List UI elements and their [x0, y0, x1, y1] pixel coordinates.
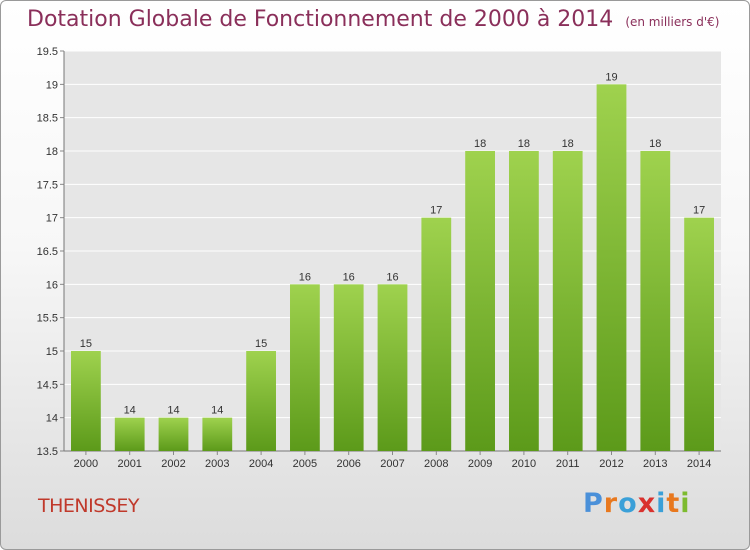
data-label-2006: 16 [343, 271, 355, 283]
data-label-2009: 18 [474, 138, 486, 150]
x-tick-label-2005: 2005 [293, 458, 317, 470]
data-label-2003: 14 [211, 405, 223, 417]
bar-2005 [290, 284, 320, 451]
x-tick-label-2004: 2004 [249, 458, 273, 470]
y-tick-label: 19.5 [37, 46, 58, 58]
place-name: THENISSEY [38, 495, 139, 517]
x-tick-label-2008: 2008 [424, 458, 448, 470]
y-tick-label: 18.5 [37, 113, 58, 125]
data-label-2013: 18 [649, 138, 661, 150]
bar-2008 [421, 217, 452, 451]
x-tick-label-2003: 2003 [205, 458, 229, 470]
data-label-2010: 18 [518, 138, 530, 150]
bar-2012 [596, 84, 627, 451]
data-label-2001: 14 [124, 405, 136, 417]
bar-2004 [246, 351, 276, 451]
x-tick-label-2002: 2002 [161, 458, 185, 470]
y-tick-label: 15 [46, 346, 58, 358]
logo-letter: i [656, 488, 667, 519]
x-tick-label-2009: 2009 [468, 458, 492, 470]
proxiti-logo: Proxiti [583, 488, 691, 519]
bar-2010 [509, 151, 539, 451]
data-label-2012: 19 [605, 71, 617, 83]
bar-2007 [377, 284, 408, 451]
chart-title-text: Dotation Globale de Fonctionnement de 20… [27, 7, 614, 32]
bar-2003 [202, 417, 233, 451]
y-tick-label: 14.5 [37, 379, 58, 391]
x-tick-label-2007: 2007 [380, 458, 404, 470]
chart-title: Dotation Globale de Fonctionnement de 20… [27, 7, 719, 32]
x-tick-label-2010: 2010 [512, 458, 536, 470]
y-tick-label: 18 [46, 146, 58, 158]
x-tick-label-2011: 2011 [556, 458, 580, 470]
bar-2013 [640, 151, 671, 451]
x-tick-label-2001: 2001 [117, 458, 141, 470]
logo-letter: x [637, 488, 657, 519]
logo-letter: r [603, 488, 619, 519]
y-tick-label: 16 [46, 279, 58, 291]
bar-2001 [114, 417, 145, 451]
y-tick-label: 15.5 [37, 313, 58, 325]
logo-letter: o [618, 488, 638, 519]
y-tick-label: 17.5 [37, 179, 58, 191]
bar-2000 [71, 351, 101, 451]
y-tick-label: 19 [46, 79, 58, 91]
y-tick-label: 16.5 [37, 246, 58, 258]
data-label-2014: 17 [693, 205, 705, 217]
y-tick-label: 13.5 [37, 446, 58, 458]
bar-2014 [684, 217, 714, 451]
logo-letter: t [666, 488, 681, 519]
data-label-2000: 15 [80, 338, 92, 350]
bar-2011 [552, 151, 583, 451]
y-tick-label: 17 [46, 213, 58, 225]
data-label-2002: 14 [167, 405, 179, 417]
data-label-2005: 16 [299, 271, 311, 283]
logo-letter: i [680, 488, 691, 519]
x-tick-label-2006: 2006 [336, 458, 360, 470]
x-tick-label-2000: 2000 [74, 458, 98, 470]
logo-letter: P [583, 488, 604, 519]
bar-2009 [465, 151, 495, 451]
data-label-2011: 18 [562, 138, 574, 150]
y-tick-label: 14 [46, 413, 58, 425]
x-tick-label-2013: 2013 [643, 458, 667, 470]
x-tick-label-2012: 2012 [599, 458, 623, 470]
data-label-2004: 15 [255, 338, 267, 350]
bar-2002 [158, 417, 189, 451]
data-label-2007: 16 [386, 271, 398, 283]
x-tick-label-2014: 2014 [687, 458, 711, 470]
data-label-2008: 17 [430, 205, 442, 217]
bar-2006 [333, 284, 364, 451]
chart-subtitle: (en milliers d'€) [625, 15, 720, 29]
